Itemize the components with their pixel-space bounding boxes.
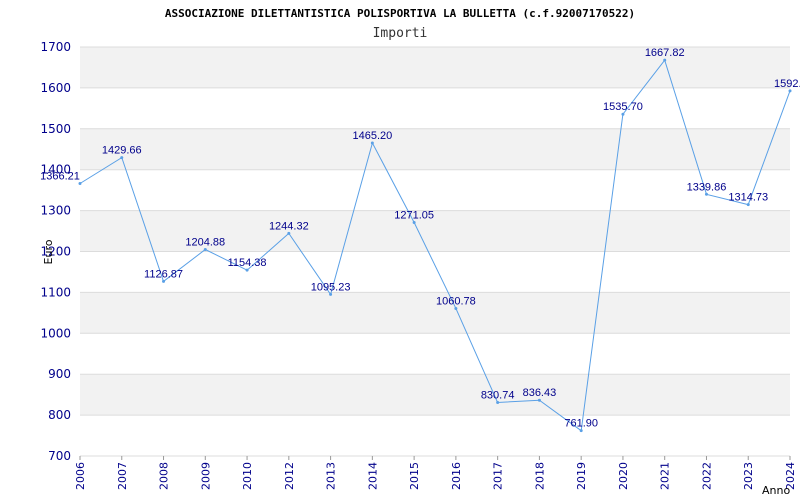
x-tick-label: 2018 bbox=[533, 462, 546, 490]
chart-subtitle: Importi bbox=[373, 26, 428, 41]
data-point bbox=[412, 220, 416, 224]
x-tick-label: 2016 bbox=[450, 462, 463, 490]
y-tick-label: 1300 bbox=[40, 204, 71, 218]
x-tick-label: 2009 bbox=[199, 462, 212, 490]
data-point bbox=[370, 141, 374, 145]
data-point bbox=[454, 306, 458, 310]
data-point bbox=[788, 89, 792, 93]
x-axis-ticks: 2006 2007 2008 2009 2010 2012 2013 2014 2015 2016… bbox=[74, 456, 797, 490]
data-label: 1592.8 bbox=[774, 78, 800, 90]
grid-band bbox=[80, 87, 790, 129]
data-point bbox=[120, 156, 124, 160]
x-tick-label: 2022 bbox=[700, 462, 713, 490]
data-point bbox=[329, 292, 333, 296]
data-point bbox=[203, 248, 207, 252]
data-label: 1667.82 bbox=[645, 47, 685, 59]
data-point bbox=[78, 182, 82, 186]
data-point bbox=[287, 231, 291, 235]
y-tick-label: 900 bbox=[48, 367, 71, 381]
grid-band bbox=[80, 374, 790, 416]
data-point bbox=[162, 279, 166, 283]
x-tick-label: 2021 bbox=[659, 462, 672, 490]
grid-band bbox=[80, 169, 790, 211]
data-label: 1465.20 bbox=[352, 130, 392, 142]
data-point bbox=[579, 429, 583, 433]
x-tick-label: 2010 bbox=[241, 462, 254, 490]
y-tick-label: 1600 bbox=[40, 81, 71, 95]
grid-band bbox=[80, 415, 790, 456]
data-label: 1366.21 bbox=[40, 171, 80, 183]
x-tick-label: 2014 bbox=[366, 462, 379, 490]
x-tick-label: 2007 bbox=[116, 462, 129, 490]
data-label: 1314.73 bbox=[728, 192, 768, 204]
data-point bbox=[537, 398, 541, 402]
data-point bbox=[621, 112, 625, 116]
data-points bbox=[78, 58, 792, 433]
grid-band bbox=[80, 333, 790, 375]
x-tick-label: 2015 bbox=[408, 462, 421, 490]
data-label: 836.43 bbox=[523, 387, 557, 399]
y-tick-label: 1100 bbox=[40, 285, 71, 299]
data-label: 1204.88 bbox=[185, 237, 225, 249]
series-line bbox=[79, 59, 791, 432]
data-point bbox=[663, 58, 667, 62]
x-tick-label: 2023 bbox=[742, 462, 755, 490]
data-label: 1339.86 bbox=[687, 181, 727, 193]
x-tick-label: 2013 bbox=[325, 462, 338, 490]
grid-band bbox=[80, 292, 790, 334]
x-tick-label: 2019 bbox=[575, 462, 588, 490]
data-label: 1244.32 bbox=[269, 220, 309, 232]
data-label: 830.74 bbox=[481, 390, 515, 402]
x-tick-label: 2024 bbox=[784, 462, 797, 490]
x-tick-label: 2012 bbox=[283, 462, 296, 490]
chart-title: ASSOCIAZIONE DILETTANTISTICA POLISPORTIV… bbox=[165, 7, 635, 20]
x-tick-label: 2017 bbox=[492, 462, 505, 490]
y-tick-label: 1500 bbox=[40, 122, 71, 136]
data-label: 1060.78 bbox=[436, 295, 476, 307]
grid-band bbox=[80, 210, 790, 252]
series-polyline bbox=[79, 59, 791, 432]
y-tick-label: 800 bbox=[48, 408, 71, 422]
x-tick-label: 2008 bbox=[158, 462, 171, 490]
plot-bands bbox=[80, 46, 790, 457]
data-label: 1429.66 bbox=[102, 145, 142, 157]
data-point bbox=[245, 268, 249, 272]
data-label: 1271.05 bbox=[394, 209, 434, 221]
y-tick-label: 1700 bbox=[40, 40, 71, 54]
data-label: 761.90 bbox=[564, 418, 598, 430]
data-point bbox=[704, 192, 708, 196]
y-axis-label: Euro bbox=[42, 239, 55, 264]
x-axis-label: Anno bbox=[762, 484, 790, 497]
y-tick-label: 1000 bbox=[40, 326, 71, 340]
x-tick-label: 2020 bbox=[617, 462, 630, 490]
data-point bbox=[746, 203, 750, 207]
data-point bbox=[496, 401, 500, 405]
data-label: 1126.87 bbox=[144, 268, 183, 280]
x-tick-label: 2006 bbox=[74, 462, 87, 490]
y-tick-label: 1200 bbox=[40, 245, 71, 259]
data-label: 1154.38 bbox=[228, 257, 267, 269]
y-axis-ticks: 700 800 900 1000 1100 1200 1300 1400 1500 1600 170… bbox=[40, 40, 71, 463]
grid-band bbox=[80, 251, 790, 293]
y-tick-label: 1400 bbox=[40, 163, 71, 177]
data-label: 1535.70 bbox=[603, 101, 643, 113]
data-label: 1095.23 bbox=[311, 281, 351, 293]
grid-band bbox=[80, 128, 790, 170]
y-tick-label: 700 bbox=[48, 449, 71, 463]
